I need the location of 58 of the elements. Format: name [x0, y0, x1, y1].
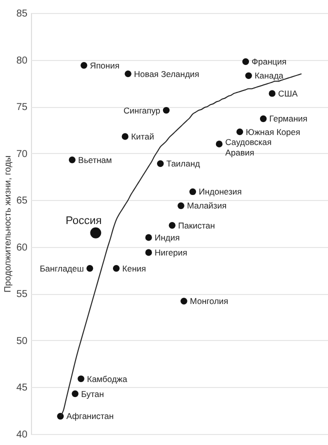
- data-label: США: [278, 88, 298, 98]
- y-tick-label: 65: [16, 196, 28, 207]
- point: [86, 265, 94, 272]
- point: [216, 140, 223, 148]
- data-label: Камбоджа: [86, 374, 128, 384]
- point: [178, 202, 184, 210]
- point: [242, 58, 250, 65]
- point: [168, 222, 176, 229]
- point: [245, 72, 252, 80]
- point: [145, 234, 152, 241]
- point: [236, 128, 244, 136]
- data-label: Монголия: [190, 296, 229, 306]
- data-label: Афганистан: [66, 411, 114, 422]
- point: [145, 249, 152, 256]
- y-tick-label: 40: [16, 430, 28, 440]
- data-label: Малайзия: [186, 200, 227, 211]
- point: [157, 160, 164, 167]
- point: [68, 156, 76, 164]
- data-label: Индия: [154, 232, 180, 243]
- point: [90, 227, 102, 238]
- data-label: Новая Зеландия: [134, 68, 200, 79]
- point: [124, 70, 132, 78]
- point: [80, 62, 88, 69]
- data-label: Вьетнам: [78, 154, 112, 165]
- point: [122, 133, 128, 140]
- point: [162, 106, 170, 114]
- data-label: Канада: [254, 70, 284, 81]
- y-tick-label: 60: [16, 242, 28, 254]
- y-tick-label: 50: [16, 336, 28, 347]
- point: [112, 265, 120, 272]
- data-label: Франция: [252, 56, 287, 67]
- point: [189, 188, 196, 196]
- data-label: Япония: [90, 60, 120, 70]
- data-label: Германия: [269, 114, 308, 124]
- data-label: Южная Корея: [246, 126, 301, 137]
- y-tick-label: 70: [16, 148, 28, 160]
- data-label: Пакистан: [178, 220, 216, 230]
- y-tick-label: 45: [16, 382, 28, 394]
- y-tick-label: 80: [16, 55, 28, 66]
- data-label: Бангладеш: [40, 263, 84, 274]
- point: [72, 390, 78, 398]
- point: [268, 90, 276, 97]
- point: [78, 375, 84, 382]
- point: [260, 115, 267, 122]
- y-tick-label: 75: [16, 102, 28, 114]
- data-label: Индонезия: [198, 186, 242, 197]
- y-tick-label: 55: [16, 289, 28, 300]
- data-label: Китай: [131, 131, 154, 142]
- data-label: Саудовская Аравия: [225, 136, 272, 158]
- data-label: Таиланд: [166, 158, 200, 169]
- data-label: Нигерия: [154, 248, 188, 258]
- y-axis-title: Продолжительность жизни, годы: [2, 156, 12, 292]
- data-label: Кения: [122, 263, 146, 274]
- data-label: Бутан: [81, 388, 104, 399]
- data-label: Сингапур: [124, 105, 161, 116]
- data-label: Россия: [66, 214, 102, 227]
- y-tick-label: 85: [16, 8, 28, 20]
- point: [180, 298, 188, 304]
